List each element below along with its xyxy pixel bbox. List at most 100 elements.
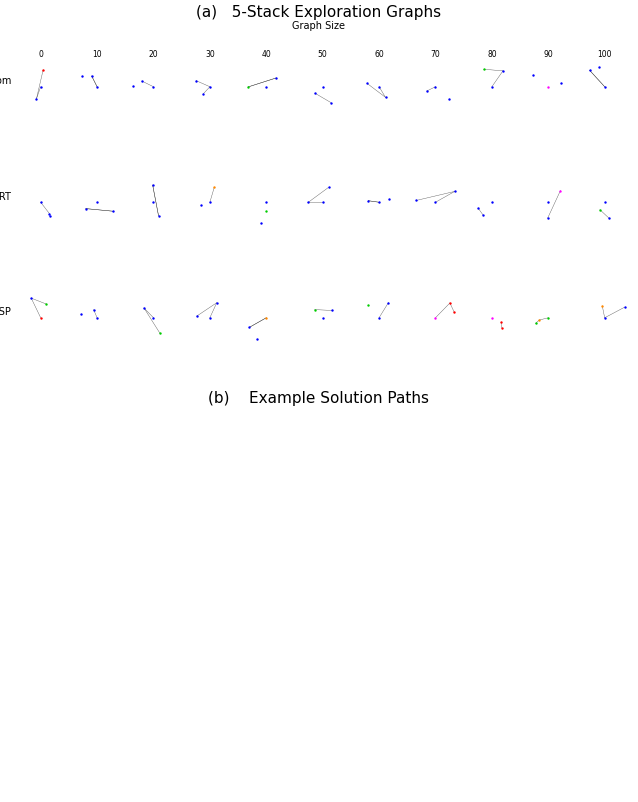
Point <box>543 212 553 225</box>
Point <box>595 204 605 217</box>
Point <box>604 212 614 225</box>
Point <box>191 75 201 87</box>
Point <box>44 207 54 220</box>
Point <box>45 210 56 223</box>
Point <box>36 196 46 209</box>
Point <box>478 209 488 221</box>
Text: (b)    Example Solution Paths: (b) Example Solution Paths <box>209 391 429 406</box>
Text: 30: 30 <box>205 50 215 59</box>
Point <box>600 196 610 209</box>
Point <box>209 181 219 194</box>
Point <box>153 209 163 222</box>
Point <box>496 322 507 334</box>
Point <box>261 311 271 324</box>
Point <box>363 299 373 312</box>
Text: 10: 10 <box>93 50 102 59</box>
Point <box>496 316 507 329</box>
Point <box>139 302 149 314</box>
Point <box>384 192 394 205</box>
Point <box>555 184 565 197</box>
Point <box>600 80 610 93</box>
Point <box>498 64 508 77</box>
Point <box>323 181 334 194</box>
Point <box>383 296 394 309</box>
Point <box>318 80 328 93</box>
Point <box>261 205 271 217</box>
Point <box>431 80 441 93</box>
Point <box>128 79 138 92</box>
Point <box>362 77 372 90</box>
Point <box>487 80 497 93</box>
Point <box>327 304 337 317</box>
Point <box>41 298 52 310</box>
Point <box>556 77 566 90</box>
Point <box>212 296 222 309</box>
Point <box>534 314 544 326</box>
Point <box>543 80 553 93</box>
Point <box>473 202 483 215</box>
Point <box>619 301 630 314</box>
Point <box>310 87 320 99</box>
Point <box>487 311 497 324</box>
Point <box>137 75 147 87</box>
Point <box>594 61 604 74</box>
Text: 70: 70 <box>431 50 440 59</box>
Text: 80: 80 <box>487 50 496 59</box>
Text: 0: 0 <box>38 50 43 59</box>
Point <box>155 326 165 339</box>
Point <box>149 196 159 209</box>
Point <box>80 202 91 215</box>
Point <box>478 63 489 75</box>
Point <box>92 196 102 209</box>
Point <box>309 303 320 316</box>
Point <box>251 333 262 346</box>
Point <box>600 311 610 324</box>
Point <box>326 96 336 109</box>
Point <box>543 196 553 209</box>
Point <box>422 84 432 97</box>
Point <box>363 194 373 207</box>
Point <box>584 64 595 77</box>
Point <box>374 80 384 93</box>
Point <box>149 80 159 93</box>
Point <box>380 91 390 103</box>
Point <box>543 311 553 324</box>
Point <box>192 310 202 322</box>
Point <box>318 311 328 324</box>
Point <box>205 311 215 324</box>
Point <box>261 196 271 209</box>
Point <box>92 80 102 93</box>
Point <box>450 185 460 198</box>
Point <box>26 292 36 305</box>
Point <box>411 194 421 207</box>
Point <box>445 297 455 310</box>
Point <box>108 205 119 217</box>
Point <box>530 317 540 330</box>
Point <box>271 71 281 84</box>
Point <box>318 196 328 209</box>
Point <box>196 199 206 212</box>
Text: Graph Size: Graph Size <box>292 21 346 30</box>
Point <box>36 80 46 93</box>
Point <box>77 70 87 83</box>
Point <box>147 179 158 192</box>
Point <box>487 196 497 209</box>
Point <box>303 196 313 209</box>
Point <box>431 196 441 209</box>
Point <box>89 303 99 316</box>
Point <box>431 311 441 324</box>
Text: 50: 50 <box>318 50 327 59</box>
Text: 60: 60 <box>375 50 384 59</box>
Point <box>76 308 86 321</box>
Point <box>36 311 46 324</box>
Point <box>205 80 215 93</box>
Point <box>444 92 454 105</box>
Point <box>149 311 159 324</box>
Point <box>31 92 41 105</box>
Point <box>243 80 253 93</box>
Point <box>205 196 215 209</box>
Point <box>597 299 607 312</box>
Point <box>92 311 102 324</box>
Text: Random: Random <box>0 76 11 86</box>
Point <box>374 311 384 324</box>
